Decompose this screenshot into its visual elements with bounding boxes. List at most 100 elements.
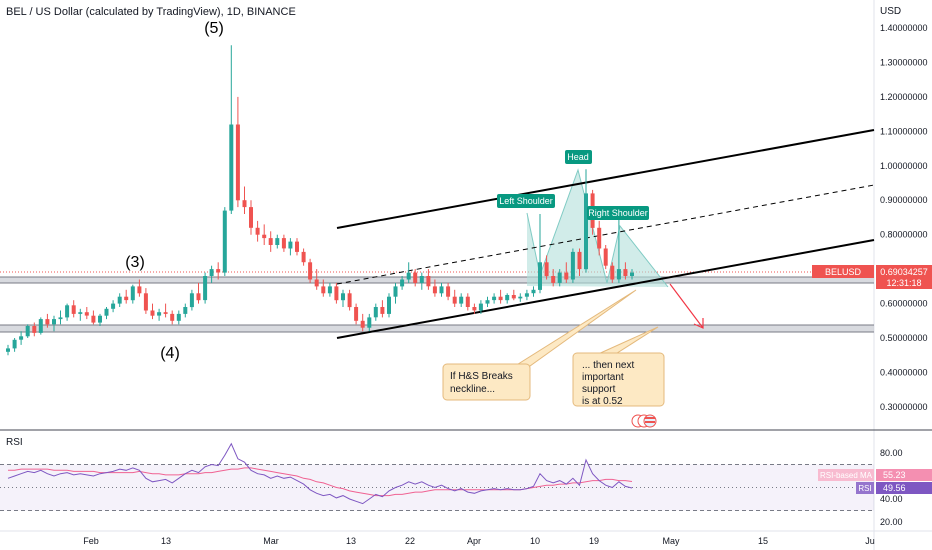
candle-body [367, 317, 372, 328]
candle [255, 220, 260, 242]
last-price-badge: BELUSD 0.69034257 12:31:18 [812, 265, 932, 289]
price-tick-label: 1.00000000 [880, 161, 928, 171]
svg-text:Head: Head [567, 152, 589, 162]
candle-body [347, 293, 352, 308]
candle [472, 303, 477, 314]
candle [551, 269, 556, 287]
candle [12, 338, 17, 352]
rsi-band-background [0, 464, 874, 511]
last-price-value: 0.69034257 [880, 267, 928, 277]
rsi-value: 49.56 [883, 483, 906, 493]
candle-body [387, 296, 391, 314]
candle [616, 217, 621, 283]
candle [360, 313, 365, 332]
candle-body [275, 238, 280, 245]
candle-body [249, 207, 253, 228]
candle [492, 293, 497, 304]
callout-hs-break: If H&S Breaks neckline... [442, 289, 637, 401]
symbol-title: BEL / US Dollar (calculated by TradingVi… [6, 6, 296, 18]
wave-4-label: (4) [160, 345, 180, 362]
candle-body [222, 210, 227, 273]
callout-next-support-line-3: support [582, 384, 616, 395]
candle-body [557, 272, 562, 283]
candle-body [551, 276, 556, 283]
price-tick-label: 0.80000000 [880, 230, 928, 240]
candle [137, 279, 142, 297]
candle-body [301, 251, 306, 263]
candle-body [478, 303, 483, 311]
candle [176, 310, 181, 325]
candle-body [432, 286, 437, 294]
candlestick-series [6, 45, 634, 356]
candle [203, 272, 208, 304]
candle [446, 282, 451, 301]
time-tick-label: 22 [405, 536, 415, 546]
horizontal-zones [0, 271, 874, 333]
resistance-zone [0, 277, 874, 283]
candle [281, 234, 286, 252]
us-events-icon[interactable] [631, 414, 657, 428]
candle-body [623, 269, 628, 276]
right-shoulder-label: Right Shoulder [587, 206, 649, 220]
candle [478, 300, 483, 314]
candle-body [150, 310, 155, 316]
candle [45, 313, 50, 328]
candle [111, 300, 116, 313]
candle-body [91, 315, 96, 323]
candle [387, 293, 391, 318]
candle-body [327, 286, 332, 294]
rsi-ma-label: RSI-based MA [820, 471, 873, 480]
candle [242, 186, 247, 214]
candle-body [459, 296, 464, 304]
channel-upper-line [336, 129, 875, 229]
candle-body [163, 312, 168, 314]
callout-hs-break-line-2: neckline... [450, 384, 495, 395]
candle-body [25, 326, 30, 337]
candle [406, 262, 411, 283]
rsi-label: RSI [858, 484, 871, 493]
svg-text:Right Shoulder: Right Shoulder [588, 208, 648, 218]
candle [630, 269, 634, 280]
candle [432, 279, 437, 297]
candle [505, 293, 510, 304]
candle-body [6, 348, 10, 352]
candle [78, 308, 83, 321]
candle-body [492, 296, 497, 301]
callout-hs-break-line-1: If H&S Breaks [450, 371, 513, 382]
candle-body [288, 241, 293, 249]
candle-body [544, 262, 549, 277]
candle-body [570, 251, 575, 280]
candle [295, 238, 299, 256]
candle [249, 200, 253, 235]
price-tick-label: 0.30000000 [880, 402, 928, 412]
time-tick-label: Ju [865, 536, 875, 546]
candle-body [209, 269, 214, 276]
candle [130, 284, 135, 304]
candle-body [32, 326, 37, 333]
candle [25, 324, 30, 338]
candle [465, 293, 470, 311]
candle [143, 288, 148, 314]
rsi-line [7, 442, 633, 505]
time-axis[interactable]: Feb 13 Mar 13 22 Apr 10 19 May 15 Ju [0, 530, 932, 546]
candle [6, 344, 10, 356]
candle-body [630, 272, 634, 276]
candle-body [143, 293, 148, 311]
candle-body [472, 307, 477, 311]
candle [393, 282, 398, 304]
candle [570, 248, 575, 283]
candle [117, 293, 122, 307]
candle-body [111, 303, 116, 309]
candle-body [268, 238, 273, 245]
candle-body [308, 262, 313, 280]
candle-body [419, 276, 424, 283]
candle-body [524, 293, 529, 297]
candle-body [117, 296, 122, 304]
rsi-value-badge: RSI 49.56 [856, 482, 932, 494]
candle [557, 269, 562, 287]
candle-body [84, 312, 89, 316]
price-axis[interactable]: USD 1.40000000 1.30000000 1.20000000 1.1000… [873, 0, 928, 550]
head-label: Head [565, 150, 592, 164]
